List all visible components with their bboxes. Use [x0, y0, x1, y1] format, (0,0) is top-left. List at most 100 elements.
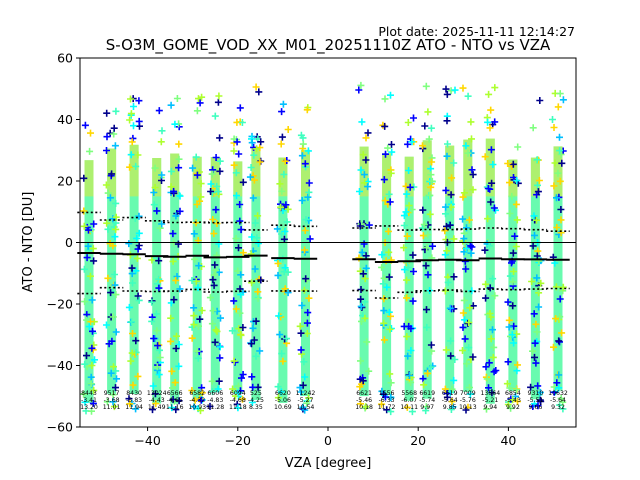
point-marker	[126, 400, 134, 408]
point-marker	[443, 393, 451, 401]
point-marker	[106, 240, 114, 248]
point-marker	[278, 187, 286, 195]
point-marker	[378, 263, 386, 271]
point-marker	[213, 220, 221, 227]
point-marker	[406, 183, 414, 191]
point-marker	[461, 316, 469, 324]
point-marker	[134, 151, 142, 159]
point-marker	[168, 367, 176, 375]
point-marker	[274, 271, 282, 279]
point-marker	[86, 147, 94, 155]
point-marker	[167, 101, 175, 109]
point-marker	[80, 207, 88, 215]
point-marker	[488, 389, 496, 397]
point-marker	[485, 384, 492, 392]
point-marker	[196, 99, 204, 107]
point-marker	[556, 295, 564, 303]
point-marker	[277, 388, 285, 396]
point-marker	[365, 367, 373, 375]
point-marker	[410, 268, 417, 275]
point-marker	[234, 382, 242, 390]
point-marker	[297, 131, 305, 139]
point-marker	[175, 164, 183, 172]
point-marker	[442, 203, 450, 211]
point-marker	[484, 215, 492, 223]
point-marker	[409, 297, 417, 305]
point-marker	[213, 182, 221, 190]
point-marker	[249, 194, 257, 202]
point-marker	[422, 407, 430, 415]
point-marker	[485, 242, 493, 250]
point-marker	[188, 334, 196, 342]
point-marker	[303, 106, 311, 114]
point-marker	[514, 361, 521, 369]
point-marker	[90, 220, 98, 228]
point-marker	[400, 244, 408, 252]
point-marker	[150, 335, 158, 342]
point-marker	[509, 249, 517, 257]
point-marker	[534, 188, 542, 196]
point-marker	[549, 116, 556, 123]
point-marker	[154, 280, 162, 288]
point-marker	[173, 332, 180, 340]
y-tick-label: −20	[47, 297, 73, 312]
point-marker	[419, 142, 426, 150]
bin-std: 11.49	[148, 404, 166, 411]
point-marker	[356, 188, 363, 195]
bin-count: 6620	[275, 390, 291, 397]
point-marker	[277, 203, 285, 211]
point-marker	[555, 371, 563, 379]
bin-median: -5.76	[460, 397, 476, 404]
point-marker	[254, 294, 262, 302]
bin-8-upper-band	[251, 147, 261, 197]
point-marker	[156, 346, 163, 354]
point-marker	[550, 124, 558, 131]
point-marker	[486, 310, 494, 317]
bin-std: 9.94	[483, 404, 497, 411]
point-marker	[535, 177, 543, 184]
bin-4-density	[170, 153, 180, 404]
axes: −40 −20 0 20 40 −60 −40 −20 0 20 40 60	[47, 51, 517, 449]
point-marker	[151, 184, 159, 191]
point-marker	[444, 278, 452, 286]
point-marker	[385, 190, 393, 198]
bin-std: 9.85	[443, 404, 457, 411]
point-marker	[378, 251, 386, 259]
point-marker	[503, 380, 511, 388]
bin-16-upper-band	[463, 139, 473, 197]
point-marker	[172, 345, 180, 352]
x-tick-label: −40	[134, 433, 160, 448]
point-marker	[553, 224, 561, 231]
point-marker	[216, 157, 224, 165]
point-marker	[281, 157, 289, 165]
point-marker	[402, 182, 410, 190]
bin-count: 6582	[189, 390, 205, 397]
point-marker	[468, 243, 476, 251]
point-marker	[444, 140, 451, 148]
point-marker	[112, 199, 120, 207]
point-marker	[380, 274, 388, 282]
point-marker	[505, 323, 513, 331]
y-tick-label: 20	[57, 174, 73, 189]
point-marker	[132, 337, 140, 345]
point-marker	[304, 147, 312, 155]
point-marker	[419, 375, 427, 383]
point-marker	[533, 252, 541, 260]
point-marker	[404, 140, 412, 148]
point-marker	[422, 262, 430, 270]
point-marker	[383, 283, 391, 291]
point-marker	[536, 396, 544, 404]
point-marker	[531, 339, 539, 347]
statistic-lines	[77, 211, 576, 299]
point-marker	[112, 384, 119, 392]
point-marker	[173, 273, 181, 280]
point-marker	[253, 145, 261, 153]
bin-median: -5.74	[419, 397, 435, 404]
point-marker	[356, 222, 364, 230]
bin-median: -3.83	[126, 397, 142, 404]
point-marker	[441, 287, 449, 295]
point-marker	[514, 143, 522, 151]
point-marker	[384, 227, 392, 235]
point-marker	[466, 384, 473, 391]
point-marker	[236, 201, 244, 208]
